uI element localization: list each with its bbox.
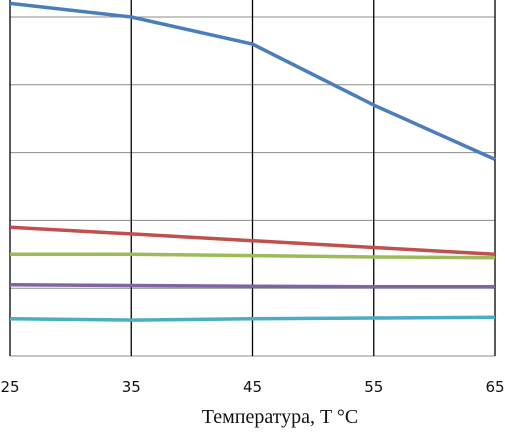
- x-tick-label-65: 65: [485, 378, 504, 396]
- series-line-2: [9, 225, 496, 257]
- series-line-1: [9, 1, 496, 161]
- series-line-5: [9, 315, 496, 322]
- series-lines: [9, 1, 496, 322]
- x-tick-label-45: 45: [243, 378, 262, 396]
- series-line-3: [10, 252, 496, 260]
- series-line-4: [9, 283, 495, 289]
- x-tick-label-55: 55: [364, 378, 383, 396]
- x-tick-labels: 25 35 45 55 65: [0, 378, 504, 396]
- gridlines: [9, 0, 496, 357]
- x-axis-title: Температура, T °C: [202, 406, 358, 428]
- x-tick-label-35: 35: [122, 378, 141, 396]
- x-tick-label-25: 25: [0, 378, 19, 396]
